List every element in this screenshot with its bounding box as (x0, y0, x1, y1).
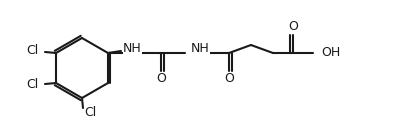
Text: Cl: Cl (26, 44, 38, 58)
Text: OH: OH (321, 47, 340, 60)
Text: Cl: Cl (26, 78, 38, 92)
Text: NH: NH (191, 42, 210, 55)
Text: O: O (224, 72, 234, 86)
Text: H: H (128, 44, 138, 56)
Text: O: O (156, 72, 166, 86)
Text: O: O (288, 21, 298, 33)
Text: N: N (124, 44, 133, 56)
Text: Cl: Cl (84, 106, 96, 118)
Text: NH: NH (123, 42, 142, 55)
